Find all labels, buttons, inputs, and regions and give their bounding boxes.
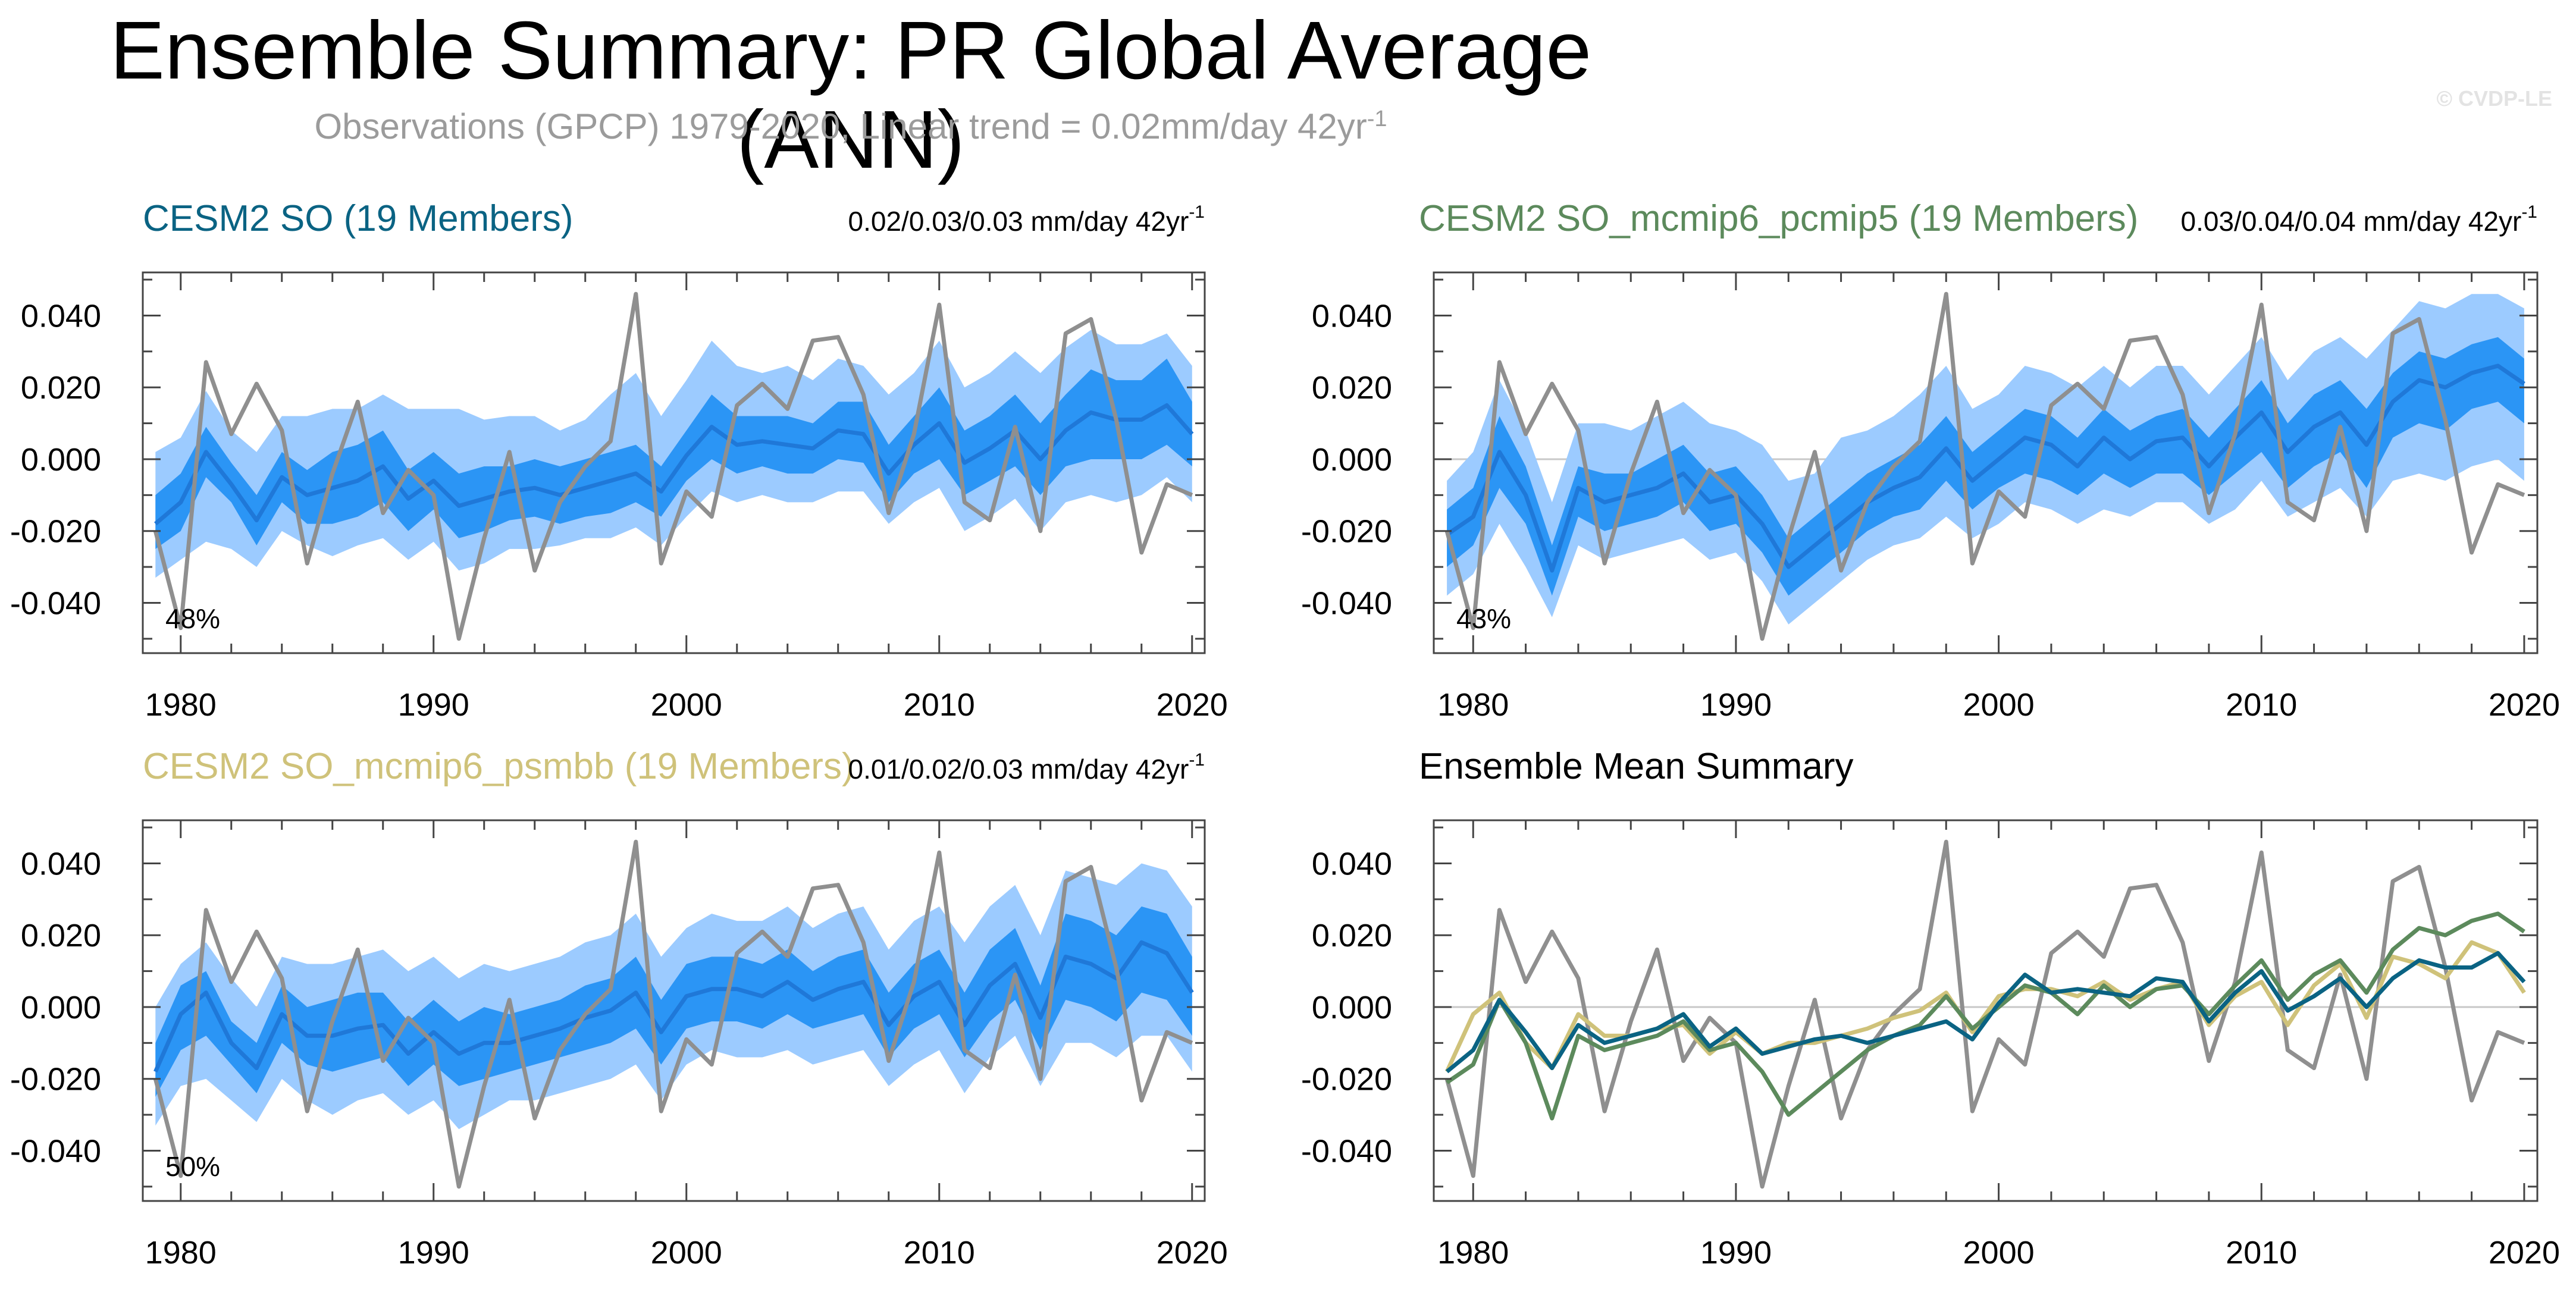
- percent-label: 50%: [165, 1151, 220, 1182]
- plot-frame: [1433, 271, 2539, 654]
- x-tick-label: 1980: [145, 1235, 217, 1271]
- figure-title: Ensemble Summary: PR Global Average (ANN…: [109, 5, 1592, 186]
- trend-exponent: -1: [2521, 202, 2537, 222]
- panel-4: 1980 1990 2000 2010 2020 0.040 0.020 0.000 -0.02…: [1301, 746, 2560, 1271]
- trend-text: 0.01/0.02/0.03 mm/day 42yr: [848, 754, 1189, 785]
- x-tick-label: 2000: [651, 1235, 722, 1271]
- y-tick-label: -0.040: [1301, 585, 1392, 621]
- x-tick-label: 2020: [2489, 687, 2560, 723]
- y-tick-label: -0.040: [10, 585, 101, 621]
- y-tick-label: 0.020: [1312, 370, 1392, 406]
- plot-area: [143, 291, 1205, 641]
- x-tick-label: 1980: [145, 687, 217, 723]
- y-tick-label: -0.020: [10, 514, 101, 550]
- y-tick-label: 0.040: [1312, 846, 1392, 882]
- y-tick-label: -0.040: [1301, 1133, 1392, 1169]
- x-tick-label: 1980: [1437, 1235, 1509, 1271]
- y-tick-label: -0.020: [1301, 1062, 1392, 1097]
- cvdp-watermark: © CVDP-LE: [2436, 86, 2552, 111]
- observations-line: [153, 839, 1193, 1189]
- plot-frame: [1433, 819, 2539, 1202]
- x-tick-label: 1990: [1700, 1235, 1772, 1271]
- x-tick-label: 1980: [1437, 687, 1509, 723]
- trend-label: 0.03/0.04/0.04 mm/day 42yr-1: [2181, 202, 2537, 237]
- x-tick-label: 2020: [1157, 687, 1228, 723]
- trend-text: 0.02/0.03/0.03 mm/day 42yr: [848, 206, 1189, 237]
- trend-exponent: -1: [1189, 202, 1205, 222]
- plot-area: [1434, 839, 2537, 1189]
- panel-title: CESM2 SO_mcmip6_pcmip5 (19 Members): [1419, 198, 2138, 239]
- so-mean-line: [1445, 951, 2526, 1074]
- x-tick-label: 2010: [904, 687, 975, 723]
- x-tick-label: 2010: [904, 1235, 975, 1271]
- plot-area: [1434, 291, 2537, 641]
- panel-title: Ensemble Mean Summary: [1419, 746, 1854, 787]
- trend-label: 0.01/0.02/0.03 mm/day 42yr-1: [848, 750, 1205, 785]
- x-tick-label: 2000: [651, 687, 722, 723]
- spread-band-inner: [1447, 337, 2524, 596]
- y-tick-label: 0.020: [21, 370, 101, 406]
- observations-line: [1444, 291, 2525, 641]
- panel-3: 1980 1990 2000 2010 2020 0.040 0.020 0.000 -0.02…: [10, 746, 1228, 1271]
- y-tick-label: 0.020: [1312, 918, 1392, 954]
- x-tick-label: 1990: [1700, 687, 1772, 723]
- trend-label: 0.02/0.03/0.03 mm/day 42yr-1: [848, 202, 1205, 237]
- panel-1: 1980 1990 2000 2010 2020 0.040 0.020 0.000 -0.02…: [10, 198, 1228, 723]
- plot-area: [143, 839, 1205, 1189]
- spread-band-inner: [155, 358, 1192, 549]
- trend-text: 0.03/0.04/0.04 mm/day 42yr: [2181, 206, 2522, 237]
- y-tick-label: 0.000: [21, 442, 101, 478]
- plot-frame: [142, 271, 1206, 654]
- x-tick-label: 2020: [1157, 1235, 1228, 1271]
- subtitle-text: Observations (GPCP) 1979-2020, Linear tr…: [314, 106, 1367, 146]
- x-tick-label: 2020: [2489, 1235, 2560, 1271]
- y-tick-label: 0.040: [21, 298, 101, 334]
- y-tick-label: 0.040: [21, 846, 101, 882]
- x-tick-label: 1990: [398, 687, 469, 723]
- panel-title: CESM2 SO_mcmip6_psmbb (19 Members): [143, 746, 854, 787]
- y-tick-label: 0.000: [21, 990, 101, 1025]
- subtitle-exponent: -1: [1367, 106, 1387, 131]
- y-tick-label: 0.000: [1312, 990, 1392, 1025]
- y-tick-label: 0.000: [1312, 442, 1392, 478]
- y-tick-label: -0.020: [1301, 514, 1392, 550]
- y-tick-label: 0.020: [21, 918, 101, 954]
- panel-2: 1980 1990 2000 2010 2020 0.040 0.020 0.000 -0.02…: [1301, 198, 2560, 723]
- y-tick-label: -0.020: [10, 1062, 101, 1097]
- trend-exponent: -1: [1189, 750, 1205, 770]
- y-tick-label: 0.040: [1312, 298, 1392, 334]
- x-tick-label: 2000: [1963, 687, 2035, 723]
- percent-label: 43%: [1456, 603, 1511, 634]
- observations-line: [153, 291, 1193, 641]
- x-tick-label: 2010: [2226, 687, 2297, 723]
- x-tick-label: 1990: [398, 1235, 469, 1271]
- percent-label: 48%: [165, 603, 220, 634]
- ensemble-mean-line: [1446, 363, 2525, 573]
- x-tick-label: 2000: [1963, 1235, 2035, 1271]
- figure-subtitle: Observations (GPCP) 1979-2020, Linear tr…: [0, 98, 1701, 148]
- y-tick-label: -0.040: [10, 1133, 101, 1169]
- plot-frame: [142, 819, 1206, 1202]
- panel-title: CESM2 SO (19 Members): [143, 198, 574, 239]
- pcmip5-mean-line: [1446, 911, 2525, 1121]
- x-tick-label: 2010: [2226, 1235, 2297, 1271]
